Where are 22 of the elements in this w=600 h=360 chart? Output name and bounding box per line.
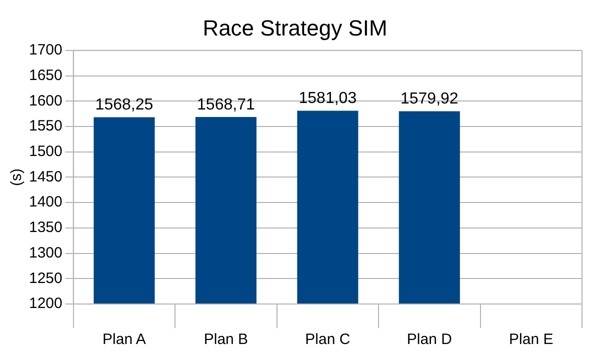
data-label: 1568,25 [95, 96, 154, 114]
y-tick-label: 1350 [28, 219, 62, 236]
y-tick-label: 1650 [28, 66, 62, 84]
y-tick-label: 1200 [28, 295, 62, 312]
chart-title: Race Strategy SIM [202, 15, 388, 40]
x-tick-label: Plan A [102, 331, 146, 348]
data-label: 1579,92 [400, 90, 458, 108]
data-label: 1568,71 [197, 96, 255, 114]
y-tick-label: 1700 [28, 42, 62, 59]
x-tick-label: Plan D [406, 331, 452, 348]
y-tick-label: 1250 [28, 270, 62, 287]
y-tick-label: 1450 [28, 168, 62, 186]
y-tick-label: 1550 [28, 118, 62, 135]
x-tick-label: Plan C [305, 331, 350, 348]
x-tick-label: Plan E [509, 331, 554, 348]
y-tick-label: 1500 [28, 142, 62, 160]
data-label: 1581,03 [298, 90, 357, 108]
x-tick-label: Plan B [204, 331, 248, 348]
y-tick-label: 1300 [28, 244, 62, 262]
y-axis-title: (s) [8, 168, 26, 186]
y-tick-label: 1600 [28, 92, 62, 110]
y-tick-label: 1400 [28, 194, 62, 211]
